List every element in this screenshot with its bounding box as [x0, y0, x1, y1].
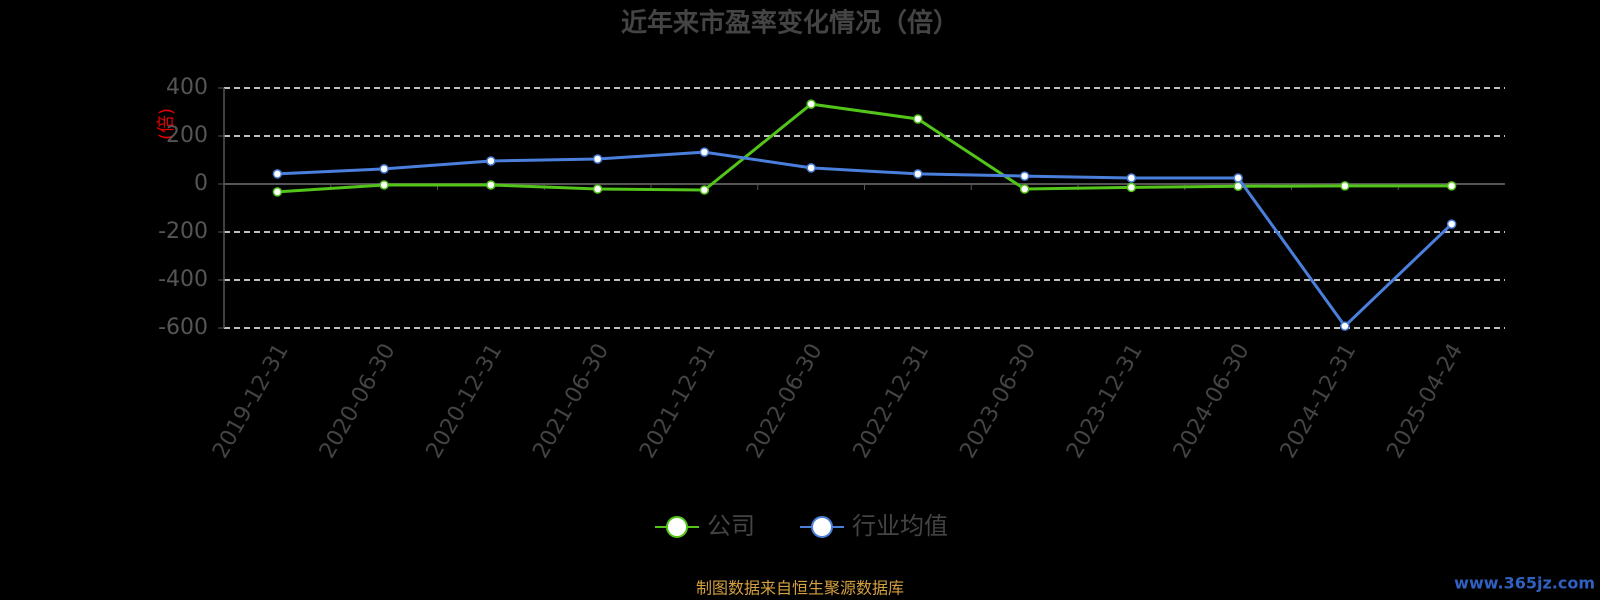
legend-marker [666, 516, 688, 538]
source-note: 制图数据来自恒生聚源数据库 [696, 579, 904, 598]
y-tick-label: 0 [194, 171, 208, 196]
watermark: www.365jz.com [1454, 574, 1595, 593]
series-line [277, 150, 1453, 329]
legend-marker [811, 516, 833, 538]
point [272, 169, 283, 179]
y-tick-label: -200 [158, 219, 208, 244]
point [1019, 184, 1030, 194]
point [379, 164, 389, 174]
point [1340, 181, 1350, 191]
point [699, 147, 710, 157]
point [806, 99, 816, 109]
point [806, 163, 816, 173]
point [486, 180, 496, 190]
point [486, 156, 496, 166]
y-axis-label: (倍) [156, 108, 177, 140]
point [1126, 173, 1137, 183]
point [379, 180, 389, 190]
y-tick-label: -600 [158, 315, 208, 340]
point [699, 185, 710, 195]
y-tick-label: -400 [158, 267, 208, 292]
point [1446, 219, 1457, 229]
chart-title: 近年来市盈率变化情况（倍） [621, 8, 959, 39]
point [1126, 182, 1137, 193]
point [1446, 181, 1457, 191]
legend-label: 行业均值 [852, 512, 948, 540]
y-tick-label: 200 [166, 123, 208, 148]
series-line [277, 102, 1452, 194]
point [1233, 173, 1243, 183]
point [913, 114, 923, 124]
point [592, 184, 603, 194]
point [1019, 171, 1030, 181]
point [272, 187, 283, 197]
point [1340, 321, 1350, 331]
y-tick-label: 400 [166, 75, 208, 100]
legend-label: 公司 [707, 512, 755, 540]
point [592, 154, 603, 164]
point [913, 169, 923, 179]
